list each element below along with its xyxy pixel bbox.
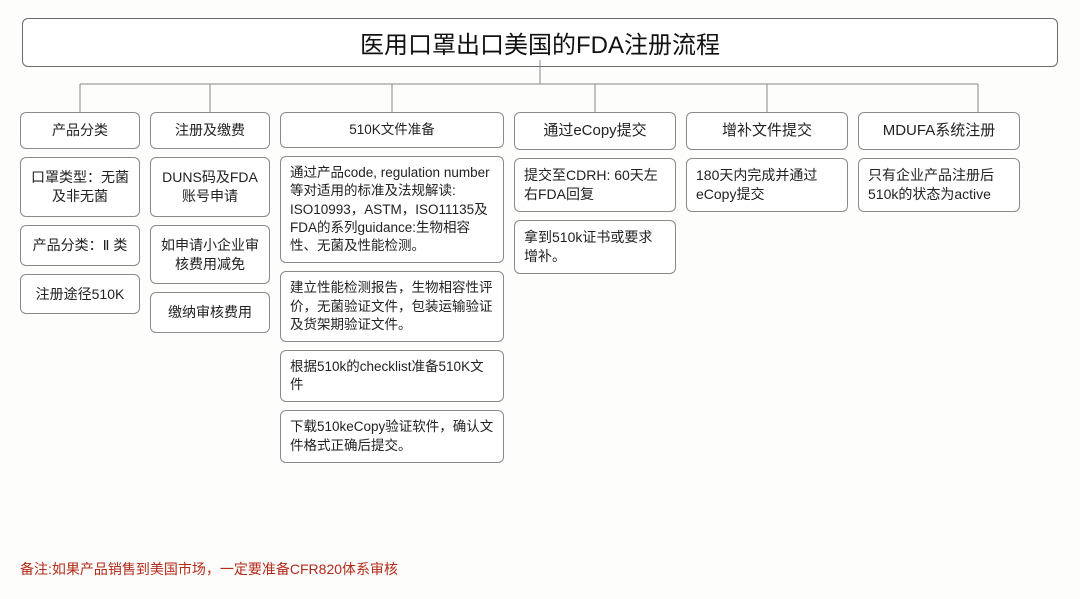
node: 注册途径510K — [20, 274, 140, 315]
column-supplement-submit: 增补文件提交 180天内完成并通过eCopy提交 — [686, 112, 848, 463]
column-mdufa-register: MDUFA系统注册 只有企业产品注册后510k的状态为active — [858, 112, 1020, 463]
node: 180天内完成并通过eCopy提交 — [686, 158, 848, 212]
column-ecopy-submit: 通过eCopy提交 提交至CDRH: 60天左右FDA回复 拿到510k证书或要… — [514, 112, 676, 463]
node: 通过产品code, regulation number等对适用的标准及法规解读:… — [280, 156, 504, 263]
column-product-classification: 产品分类 口罩类型：无菌及非无菌 产品分类：Ⅱ 类 注册途径510K — [20, 112, 140, 463]
node: 口罩类型：无菌及非无菌 — [20, 157, 140, 217]
node: 产品分类：Ⅱ 类 — [20, 225, 140, 266]
column-header: MDUFA系统注册 — [858, 112, 1020, 150]
node: 如申请小企业审核费用减免 — [150, 225, 270, 285]
column-510k-prep: 510K文件准备 通过产品code, regulation number等对适用… — [280, 112, 504, 463]
node: 只有企业产品注册后510k的状态为active — [858, 158, 1020, 212]
column-header: 注册及缴费 — [150, 112, 270, 149]
node: 拿到510k证书或要求增补。 — [514, 220, 676, 274]
column-header: 通过eCopy提交 — [514, 112, 676, 150]
column-header: 产品分类 — [20, 112, 140, 149]
column-header: 增补文件提交 — [686, 112, 848, 150]
node: 提交至CDRH: 60天左右FDA回复 — [514, 158, 676, 212]
node: 建立性能检测报告，生物相容性评价，无菌验证文件，包装运输验证及货架期验证文件。 — [280, 271, 504, 342]
columns-container: 产品分类 口罩类型：无菌及非无菌 产品分类：Ⅱ 类 注册途径510K 注册及缴费… — [20, 112, 1060, 463]
diagram-title: 医用口罩出口美国的FDA注册流程 — [22, 18, 1058, 67]
footnote: 备注:如果产品销售到美国市场，一定要准备CFR820体系审核 — [20, 559, 398, 579]
node: DUNS码及FDA账号申请 — [150, 157, 270, 217]
diagram-canvas: 医用口罩出口美国的FDA注册流程 产品分类 口罩类型：无菌及非无菌 产品分类：Ⅱ… — [20, 18, 1060, 67]
node: 根据510k的checklist准备510K文件 — [280, 350, 504, 402]
column-registration-fee: 注册及缴费 DUNS码及FDA账号申请 如申请小企业审核费用减免 缴纳审核费用 — [150, 112, 270, 463]
column-header: 510K文件准备 — [280, 112, 504, 148]
node: 下载510keCopy验证软件，确认文件格式正确后提交。 — [280, 410, 504, 462]
node: 缴纳审核费用 — [150, 292, 270, 333]
